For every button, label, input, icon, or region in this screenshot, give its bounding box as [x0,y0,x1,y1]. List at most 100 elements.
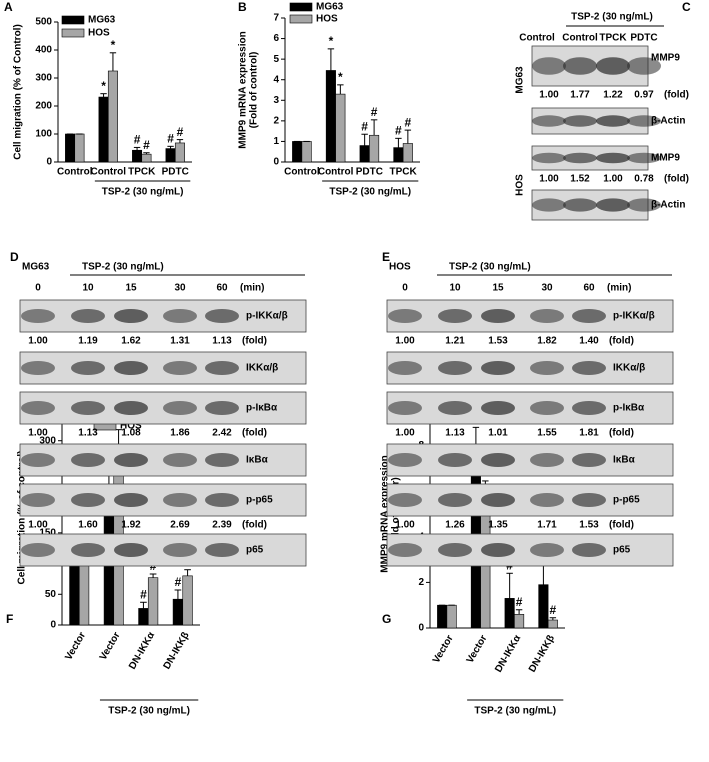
band [438,360,472,376]
fold-value: 1.00 [539,174,559,185]
band [530,400,564,416]
significance-mark: # [143,138,150,152]
blot-header: TSP-2 (30 ng/mL) [449,262,531,273]
band [114,400,148,416]
panel-letter: C [682,0,691,14]
band [21,452,55,468]
band [532,198,566,212]
bar [301,141,312,163]
band [71,308,105,324]
x-tick-label: Vector [63,630,88,662]
lane-label: PDTC [630,33,657,44]
bar [446,604,457,629]
fold-value: 1.35 [488,520,508,531]
lane-label: 10 [449,283,461,294]
band [163,542,197,558]
fold-value: 1.00 [395,336,415,347]
band [438,452,472,468]
bar [504,598,515,629]
row-label: β-Actin [651,200,685,211]
bar [141,153,152,163]
fold-value: 2.39 [212,520,232,531]
band [21,360,55,376]
fold-value: 2.42 [212,428,232,439]
y-tick-label: 2 [418,577,424,588]
row-label: IKKα/β [613,363,645,374]
band [388,308,422,324]
legend-label: MG63 [316,2,344,13]
lane-label: 15 [492,283,504,294]
band [627,198,661,212]
x-tick-label: Control [284,167,320,178]
row-label: p-IKKα/β [246,311,288,322]
bar [393,147,404,163]
group-label: TSP-2 (30 ng/mL) [102,187,184,198]
band [163,492,197,508]
band [114,492,148,508]
bar [359,145,370,163]
panel-letter: D [10,250,19,264]
band [388,492,422,508]
band [563,152,597,164]
band [563,198,597,212]
fold-value: 1.82 [537,336,557,347]
band [481,542,515,558]
x-tick-label: DN-IKKα [127,630,158,672]
significance-mark: # [134,133,141,147]
band [388,452,422,468]
x-tick-label: Vector [431,633,456,665]
band [114,542,148,558]
band [572,400,606,416]
bar [69,563,80,626]
significance-mark: * [329,34,334,48]
significance-mark: # [405,115,412,129]
panel-letter: F [6,612,13,626]
fold-unit: (fold) [242,336,267,347]
panel-letter: G [382,612,391,626]
row-label: IKKα/β [246,363,278,374]
lane-label: 30 [541,283,553,294]
row-label: MMP9 [651,53,680,64]
band [205,452,239,468]
band [205,360,239,376]
band [71,492,105,508]
fold-unit: (fold) [242,520,267,531]
y-tick-label: 0 [418,623,424,634]
row-label: IκBα [613,455,636,466]
legend-swatch [61,28,85,38]
y-tick-label: 200 [35,101,52,112]
band [21,308,55,324]
fold-value: 1.60 [78,520,98,531]
significance-mark: * [111,38,116,52]
band [532,115,566,127]
bar [65,133,76,163]
fold-value: 1.00 [539,90,559,101]
y-tick-label: 4 [273,74,279,85]
lane-label: TPCK [599,33,627,44]
bar [165,148,176,163]
y-tick-label: 300 [39,435,56,446]
band [530,492,564,508]
row-label: p-IκBα [613,403,645,414]
bar [325,70,336,163]
y-tick-label: 6 [273,33,279,44]
band [21,492,55,508]
time-unit: (min) [607,283,631,294]
bar [402,143,413,163]
fold-value: 1.19 [78,336,98,347]
lane-label: 15 [125,283,137,294]
bar [78,563,90,626]
group-label: TSP-2 (30 ng/mL) [474,706,556,717]
bar [132,149,143,163]
significance-mark: # [395,124,402,138]
band [627,115,661,127]
fold-value: 0.97 [634,90,654,101]
fold-value: 1.01 [488,428,508,439]
x-tick-label: DN-IKKβ [162,630,192,671]
fold-value: 1.00 [395,520,415,531]
band [572,308,606,324]
band [532,57,566,75]
band [71,452,105,468]
significance-mark: * [101,79,106,93]
